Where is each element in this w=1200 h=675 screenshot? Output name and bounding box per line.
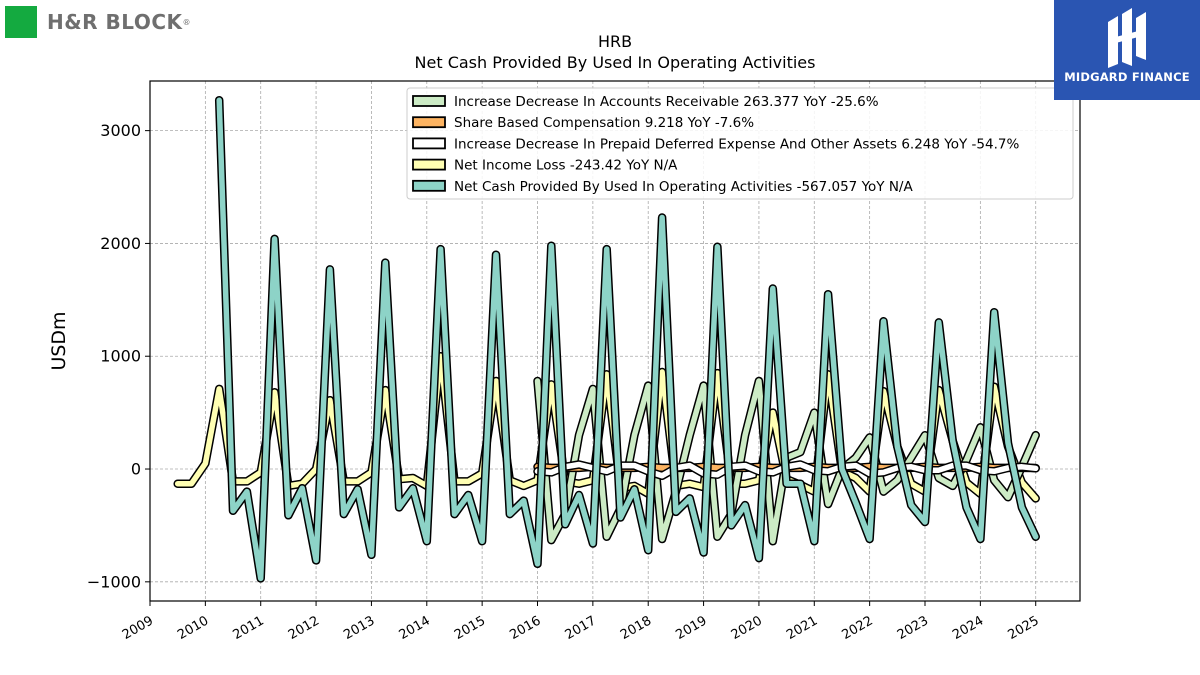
- legend-swatch: [412, 95, 446, 107]
- x-tick-label: 2010: [175, 613, 211, 643]
- y-tick-label: 1000: [100, 347, 141, 366]
- legend-entry: Net Cash Provided By Used In Operating A…: [454, 179, 913, 195]
- x-tick-label: 2016: [507, 613, 543, 643]
- x-tick-label: 2011: [231, 613, 267, 643]
- x-axis: 2009 2010 2011 2012 2013 2014 2015 2016 2017 2018…: [120, 601, 1042, 643]
- y-axis-label: USDm: [48, 311, 70, 370]
- y-tick-label: 0: [131, 460, 141, 479]
- series-line: [216, 97, 1039, 582]
- plot-frame: [149, 80, 1081, 602]
- midgard-logo-icon: [1108, 8, 1146, 68]
- x-tick-label: 2009: [120, 613, 156, 643]
- x-tick-label: 2017: [563, 613, 599, 643]
- partner-name: MIDGARD FINANCE: [1064, 70, 1190, 84]
- x-tick-label: 2021: [784, 613, 820, 643]
- chart-title: HRB: [598, 32, 632, 51]
- x-tick-label: 2020: [729, 613, 765, 643]
- legend-entry: Net Income Loss -243.42 YoY N/A: [454, 158, 678, 174]
- legend-swatch: [412, 116, 446, 129]
- legend-swatch: [412, 179, 446, 192]
- legend-entry: Share Based Compensation 9.218 YoY -7.6%: [454, 115, 754, 131]
- legend-swatch: [412, 158, 446, 171]
- x-tick-label: 2015: [452, 613, 488, 643]
- chart-subtitle: Net Cash Provided By Used In Operating A…: [415, 53, 816, 72]
- midgard-finance-badge: MIDGARD FINANCE: [1054, 0, 1200, 100]
- legend-swatch: [412, 137, 446, 150]
- brand-trademark: ®: [182, 17, 191, 27]
- x-tick-label: 2024: [950, 613, 986, 643]
- brand-square-icon: [5, 6, 37, 38]
- x-tick-label: 2022: [839, 613, 875, 643]
- legend-entry: Increase Decrease In Accounts Receivable…: [454, 94, 879, 110]
- y-tick-label: 3000: [100, 121, 141, 140]
- legend-box: [406, 87, 1074, 200]
- y-axis: −1000 0 1000 2000 3000: [87, 121, 150, 591]
- hr-block-logo: H&R BLOCK ®: [5, 6, 191, 38]
- x-tick-label: 2019: [673, 613, 709, 643]
- x-tick-label: 2018: [618, 613, 654, 643]
- x-tick-label: 2012: [286, 613, 322, 643]
- legend: Increase Decrease In Accounts Receivable…: [406, 87, 1074, 200]
- series-lines: [173, 95, 1040, 583]
- legend-entry: Increase Decrease In Prepaid Deferred Ex…: [454, 136, 1019, 152]
- x-tick-label: 2013: [341, 613, 377, 643]
- x-tick-label: 2023: [895, 613, 931, 643]
- y-tick-label: −1000: [87, 572, 141, 591]
- x-tick-label: 2025: [1006, 613, 1042, 643]
- x-tick-label: 2014: [397, 613, 433, 643]
- y-tick-label: 2000: [100, 234, 141, 253]
- brand-name: H&R BLOCK: [47, 10, 183, 34]
